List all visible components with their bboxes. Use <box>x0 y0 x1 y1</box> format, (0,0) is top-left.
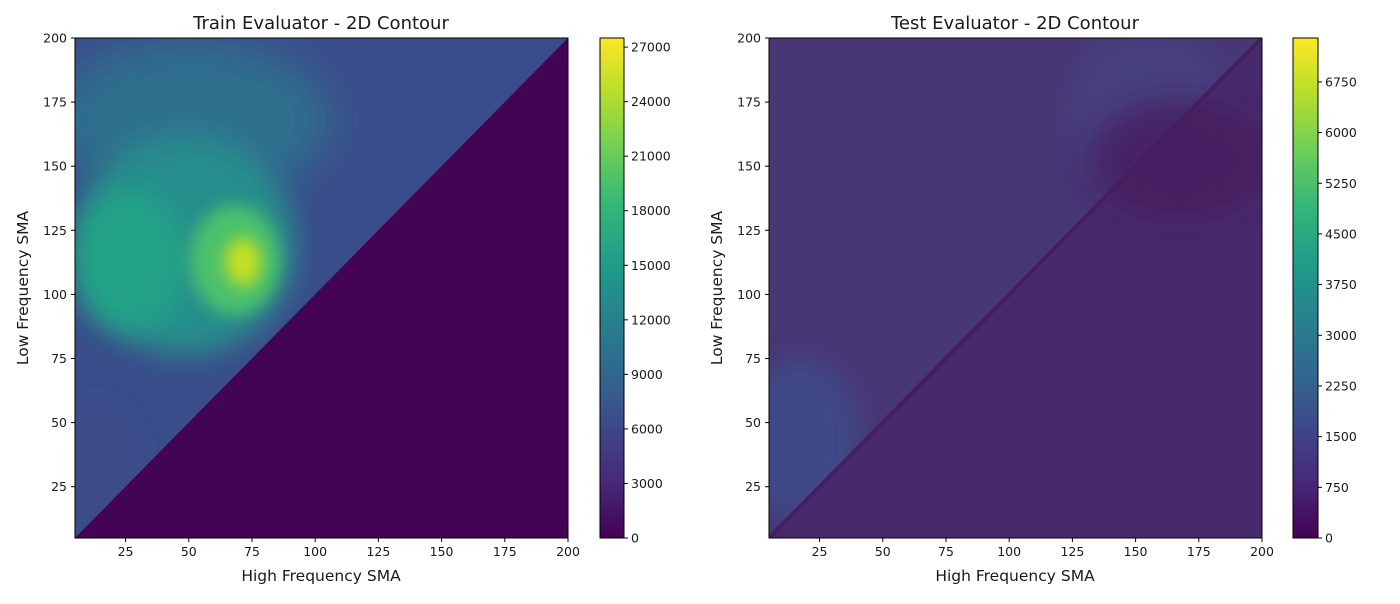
test-chart: Test Evaluator - 2D Contour High Frequen… <box>708 13 1357 585</box>
train-x-tick-label: 50 <box>181 544 197 559</box>
train-y-tick-label: 150 <box>43 159 67 174</box>
test-colorbar-tick-label: 2250 <box>1325 378 1357 393</box>
train-y-tick-label: 25 <box>51 479 67 494</box>
test-colorbar-tick-label: 3000 <box>1325 328 1357 343</box>
train-y-ticks: 25 50 75 100 125 150 175 200 <box>43 31 75 494</box>
train-x-tick-label: 200 <box>556 544 580 559</box>
train-x-tick-label: 150 <box>430 544 454 559</box>
test-x-label: High Frequency SMA <box>935 567 1095 585</box>
train-y-tick-label: 125 <box>43 223 67 238</box>
train-y-label: Low Frequency SMA <box>14 210 32 365</box>
train-colorbar-tick-label: 18000 <box>631 203 671 218</box>
test-y-tick-label: 100 <box>737 287 761 302</box>
test-y-tick-label: 25 <box>745 479 761 494</box>
test-x-tick-label: 175 <box>1187 544 1211 559</box>
test-colorbar-tick-label: 0 <box>1325 531 1333 546</box>
train-diagonal-lower <box>75 38 568 538</box>
train-x-ticks: 25 50 75 100 125 150 175 200 <box>118 538 580 559</box>
test-x-tick-label: 50 <box>875 544 891 559</box>
train-x-tick-label: 175 <box>493 544 517 559</box>
test-colorbar-tick-label: 6000 <box>1325 125 1357 140</box>
test-colorbar-tick-label: 6750 <box>1325 74 1357 89</box>
train-colorbar-tick-label: 24000 <box>631 94 671 109</box>
test-y-ticks: 25 50 75 100 125 150 175 200 <box>737 31 769 494</box>
test-colorbar-tick-label: 3750 <box>1325 277 1357 292</box>
test-colorbar: 0 750 1500 2250 3000 3750 4500 5250 6000 6750 <box>1292 37 1357 546</box>
train-y-tick-label: 175 <box>43 95 67 110</box>
train-x-label: High Frequency SMA <box>241 567 401 585</box>
test-colorbar-gradient <box>1292 37 1319 539</box>
train-plot-frame <box>74 37 569 539</box>
test-y-tick-label: 150 <box>737 159 761 174</box>
train-y-tick-label: 200 <box>43 31 67 46</box>
train-y-tick-label: 50 <box>51 415 67 430</box>
train-x-tick-label: 25 <box>118 544 134 559</box>
train-colorbar-tick-label: 9000 <box>631 367 663 382</box>
train-colorbar-gradient <box>599 37 625 539</box>
test-x-tick-label: 200 <box>1250 544 1274 559</box>
train-region-left-mid <box>75 190 185 330</box>
train-chart: Train Evaluator - 2D Contour High Freque… <box>14 13 671 585</box>
test-region-dark-right <box>1090 100 1262 220</box>
test-colorbar-ticks: 0 750 1500 2250 3000 3750 4500 5250 6000 6750 <box>1318 74 1357 546</box>
test-y-tick-label: 50 <box>745 415 761 430</box>
test-x-ticks: 25 50 75 100 125 150 175 200 <box>812 538 1274 559</box>
test-x-tick-label: 100 <box>997 544 1021 559</box>
test-plot-frame <box>768 37 1263 539</box>
train-colorbar-tick-label: 21000 <box>631 149 671 164</box>
train-title: Train Evaluator - 2D Contour <box>192 13 449 34</box>
train-plot-area <box>75 38 568 538</box>
train-colorbar-ticks: 0 3000 6000 9000 12000 15000 18000 21000 24000 27… <box>624 40 671 546</box>
test-y-tick-label: 200 <box>737 31 761 46</box>
test-x-tick-label: 125 <box>1060 544 1084 559</box>
train-y-tick-label: 100 <box>43 287 67 302</box>
test-x-tick-label: 25 <box>812 544 828 559</box>
train-x-tick-label: 75 <box>244 544 260 559</box>
test-y-tick-label: 175 <box>737 95 761 110</box>
test-y-tick-label: 75 <box>745 351 761 366</box>
test-colorbar-tick-label: 5250 <box>1325 176 1357 191</box>
train-colorbar-tick-label: 12000 <box>631 312 671 327</box>
test-diagonal-line <box>769 38 1262 538</box>
train-region-peak <box>225 238 261 286</box>
train-colorbar-tick-label: 15000 <box>631 258 671 273</box>
train-colorbar-tick-label: 0 <box>631 531 639 546</box>
test-x-tick-label: 75 <box>938 544 954 559</box>
test-x-tick-label: 150 <box>1124 544 1148 559</box>
test-y-label: Low Frequency SMA <box>708 210 726 365</box>
test-colorbar-tick-label: 4500 <box>1325 226 1357 241</box>
test-colorbar-tick-label: 1500 <box>1325 429 1357 444</box>
train-y-tick-label: 75 <box>51 351 67 366</box>
train-colorbar: 0 3000 6000 9000 12000 15000 18000 21000 24000 27… <box>599 37 671 546</box>
train-colorbar-tick-label: 27000 <box>631 40 671 55</box>
test-plot-area <box>769 38 1262 538</box>
test-title: Test Evaluator - 2D Contour <box>890 13 1140 34</box>
train-x-tick-label: 125 <box>366 544 390 559</box>
test-y-tick-label: 125 <box>737 223 761 238</box>
test-colorbar-tick-label: 750 <box>1325 480 1349 495</box>
train-colorbar-tick-label: 6000 <box>631 421 663 436</box>
train-colorbar-tick-label: 3000 <box>631 476 663 491</box>
train-x-tick-label: 100 <box>303 544 327 559</box>
